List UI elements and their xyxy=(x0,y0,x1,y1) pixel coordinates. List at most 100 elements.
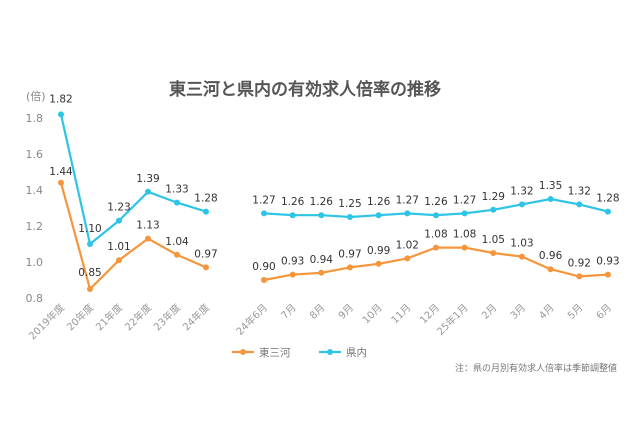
x-tick-label: 22年度 xyxy=(122,301,154,333)
data-label: 1.10 xyxy=(78,223,101,235)
data-label: 1.28 xyxy=(194,193,217,205)
data-label: 1.35 xyxy=(539,180,562,192)
y-tick-label: 1.2 xyxy=(26,220,44,233)
y-tick-label: 1.6 xyxy=(26,148,44,161)
data-point xyxy=(404,210,411,217)
plot-area: 1.44 0.85 1.01 1.13 1.04 0.97 1.82 1.10 1.23 1.39… xyxy=(49,93,620,292)
x-tick-label: 10月 xyxy=(360,302,385,327)
data-point xyxy=(432,212,439,219)
data-label: 0.92 xyxy=(568,257,591,269)
y-axis-unit-label: (倍) xyxy=(26,89,46,103)
data-label: 1.08 xyxy=(424,229,447,241)
data-point xyxy=(576,201,583,208)
chart-title: 東三河と県内の有効求人倍率の推移 xyxy=(169,79,441,100)
data-label: 1.03 xyxy=(510,238,533,250)
data-point xyxy=(318,212,325,219)
x-tick-label: 11月 xyxy=(389,302,414,327)
y-tick-label: 0.8 xyxy=(26,292,44,305)
data-point xyxy=(375,260,382,267)
x-tick-label: 24年6月 xyxy=(233,301,270,338)
data-point xyxy=(604,208,611,215)
legend-marker xyxy=(240,349,246,355)
data-point xyxy=(461,210,468,217)
data-label: 1.32 xyxy=(510,185,533,197)
data-point xyxy=(203,208,209,215)
data-label: 1.26 xyxy=(367,196,391,208)
x-tick-label: 12月 xyxy=(418,302,443,327)
data-label: 1.44 xyxy=(49,166,73,178)
y-tick-label: 1.4 xyxy=(26,184,44,197)
chart-note: 注：県の月別有効求人倍率は季節調整値 xyxy=(455,362,617,374)
data-point xyxy=(461,244,468,251)
legend-marker xyxy=(327,349,333,355)
data-point xyxy=(58,179,64,186)
x-tick-label: 23年度 xyxy=(151,301,183,333)
data-label: 0.85 xyxy=(78,267,101,279)
x-tick-label: 9月 xyxy=(336,302,356,322)
data-point xyxy=(289,212,296,219)
data-label: 1.33 xyxy=(165,184,188,196)
data-point xyxy=(576,273,583,280)
data-label: 1.28 xyxy=(596,193,619,205)
x-tick-label: 20年度 xyxy=(64,301,96,333)
series-line-kennai xyxy=(59,114,207,246)
data-point xyxy=(145,235,151,242)
data-label: 0.93 xyxy=(281,256,304,268)
data-label: 1.39 xyxy=(136,173,159,185)
data-label: 1.27 xyxy=(252,194,275,206)
data-point xyxy=(116,257,122,264)
data-point xyxy=(87,241,93,247)
data-point xyxy=(145,188,151,195)
data-label: 1.26 xyxy=(281,196,305,208)
data-label: 0.93 xyxy=(596,256,619,268)
data-point xyxy=(547,266,554,273)
legend: 東三河 県内 xyxy=(232,346,367,359)
x-tick-label: 25年1月 xyxy=(434,301,471,338)
data-point xyxy=(490,250,497,256)
data-label: 1.82 xyxy=(49,93,72,105)
data-label: 1.32 xyxy=(568,185,591,197)
data-point xyxy=(261,277,267,283)
data-label: 1.05 xyxy=(482,234,505,246)
data-point xyxy=(174,199,180,206)
data-label: 0.97 xyxy=(338,248,361,260)
data-label: 0.94 xyxy=(310,254,334,266)
data-point xyxy=(87,286,93,292)
data-point xyxy=(432,244,439,251)
data-label: 1.02 xyxy=(396,239,419,251)
data-point xyxy=(346,264,353,271)
data-label: 1.27 xyxy=(453,194,476,206)
data-point xyxy=(518,253,525,260)
y-tick-label: 1.0 xyxy=(26,256,44,269)
y-axis: 0.8 1.0 1.2 1.4 1.6 1.8 xyxy=(26,112,44,305)
data-point xyxy=(116,217,122,224)
x-tick-label: 7月 xyxy=(279,302,299,322)
data-point xyxy=(518,201,525,208)
x-tick-label: 21年度 xyxy=(93,301,125,333)
data-label: 0.97 xyxy=(194,248,217,260)
data-label: 1.13 xyxy=(136,220,159,232)
data-label: 1.23 xyxy=(107,202,130,214)
x-tick-label: 3月 xyxy=(508,302,528,322)
data-point xyxy=(289,271,296,278)
legend-label: 東三河 xyxy=(259,346,291,359)
data-label: 1.04 xyxy=(165,236,189,248)
y-tick-label: 1.8 xyxy=(26,112,44,125)
data-point xyxy=(375,212,382,219)
data-label: 0.96 xyxy=(539,250,563,262)
data-label: 0.90 xyxy=(252,261,275,273)
data-label: 1.27 xyxy=(396,194,419,206)
data-point xyxy=(261,210,267,217)
x-tick-label: 24年度 xyxy=(180,301,212,333)
x-tick-label: 8月 xyxy=(307,302,327,322)
data-point xyxy=(346,214,353,220)
data-point xyxy=(547,196,554,202)
data-label: 0.99 xyxy=(367,245,390,257)
data-point xyxy=(203,264,209,271)
data-label: 1.26 xyxy=(310,196,334,208)
data-point xyxy=(604,271,611,278)
x-tick-label: 6月 xyxy=(594,302,614,322)
